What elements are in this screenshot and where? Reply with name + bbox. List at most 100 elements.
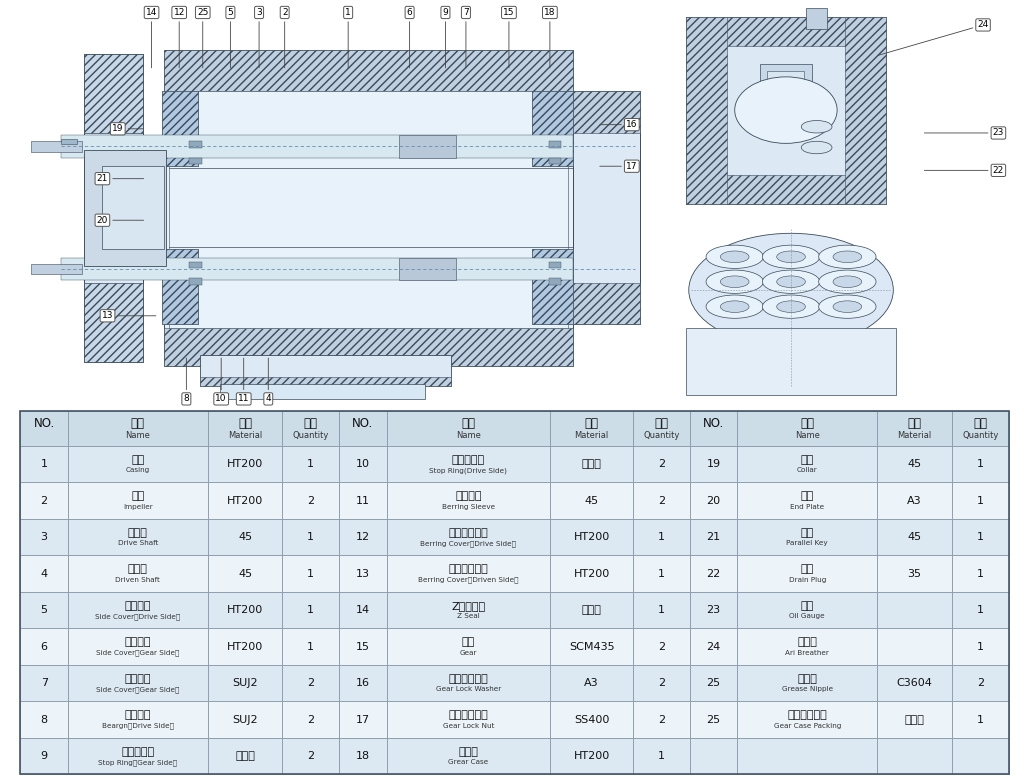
Bar (633, 592, 690, 629)
Text: 5: 5 (41, 605, 48, 615)
Text: 1: 1 (307, 568, 314, 579)
Bar (633, 412, 690, 446)
Bar (68, 665, 208, 702)
Text: 24: 24 (879, 20, 988, 56)
Bar (84, 54, 143, 361)
Text: 数量: 数量 (304, 417, 317, 430)
Circle shape (802, 121, 833, 133)
Bar (68, 738, 208, 775)
Text: 6: 6 (41, 641, 48, 652)
Text: 1: 1 (307, 605, 314, 615)
Bar (164, 328, 573, 365)
Text: 2: 2 (282, 8, 288, 68)
Bar (339, 519, 387, 555)
Bar (878, 665, 951, 702)
Text: Name: Name (795, 431, 819, 440)
Bar (760, 64, 812, 102)
Text: Material: Material (574, 431, 608, 440)
Text: HT200: HT200 (227, 605, 263, 615)
Bar (20, 446, 68, 482)
Bar (387, 519, 550, 555)
Text: Grease Nipple: Grease Nipple (781, 686, 833, 692)
Bar (20, 592, 68, 629)
Text: End Plate: End Plate (791, 504, 824, 510)
Text: 1: 1 (977, 641, 984, 652)
Text: Quantity: Quantity (962, 431, 998, 440)
Text: 排气体: 排气体 (798, 637, 817, 647)
Text: 名称: 名称 (131, 417, 144, 430)
Text: 20: 20 (96, 216, 143, 225)
Text: 6: 6 (407, 8, 413, 68)
Bar (20, 629, 68, 665)
Text: 丁晴胶: 丁晴胶 (582, 605, 601, 615)
Bar (162, 92, 198, 166)
Bar (550, 738, 633, 775)
Text: 24: 24 (707, 641, 721, 652)
Text: 齿轮箱密封垫: 齿轮箱密封垫 (787, 710, 827, 720)
Text: 从动轴: 从动轴 (128, 564, 147, 574)
Text: 10: 10 (356, 459, 370, 469)
Bar (737, 738, 878, 775)
Bar (20, 738, 68, 775)
Text: 9: 9 (442, 8, 449, 68)
Bar (20, 412, 68, 446)
Text: Gear Lock Washer: Gear Lock Washer (436, 686, 501, 692)
Text: 齿轮: 齿轮 (462, 637, 475, 647)
Text: 1: 1 (41, 459, 48, 469)
Bar (878, 629, 951, 665)
Circle shape (834, 301, 862, 313)
Bar (68, 412, 208, 446)
Bar (550, 592, 633, 629)
Bar (737, 629, 878, 665)
Bar (690, 738, 737, 775)
Bar (164, 50, 573, 365)
Bar (68, 555, 208, 592)
Bar (102, 166, 164, 249)
Circle shape (776, 276, 805, 288)
Bar (633, 446, 690, 482)
Text: Material: Material (897, 431, 932, 440)
Text: 驱端侧板: 驱端侧板 (125, 601, 151, 611)
Circle shape (819, 270, 877, 293)
Bar (686, 175, 886, 204)
Text: 齿端侧板: 齿端侧板 (125, 637, 151, 647)
Bar (399, 258, 456, 281)
Bar (61, 258, 573, 281)
Bar (550, 629, 633, 665)
Text: HT200: HT200 (227, 641, 263, 652)
Text: SUJ2: SUJ2 (232, 678, 258, 688)
Bar (164, 50, 573, 92)
Text: 主动轴承: 主动轴承 (125, 710, 151, 720)
Text: 丁晴胶: 丁晴胶 (582, 459, 601, 469)
Bar (737, 519, 878, 555)
Text: 21: 21 (707, 532, 721, 543)
Bar (951, 665, 1009, 702)
Text: 1: 1 (345, 8, 351, 68)
Text: Name: Name (456, 431, 481, 440)
Bar (208, 629, 283, 665)
Bar (162, 92, 198, 166)
Text: Beargn（Drive Side）: Beargn（Drive Side） (101, 723, 174, 729)
Bar (339, 446, 387, 482)
Text: 45: 45 (585, 495, 599, 506)
Text: 15: 15 (356, 641, 370, 652)
Bar (208, 702, 283, 738)
Text: 名称: 名称 (800, 417, 814, 430)
Bar (633, 482, 690, 519)
Bar (399, 135, 456, 158)
Bar (283, 702, 339, 738)
Text: 12: 12 (173, 8, 185, 68)
Text: 1: 1 (658, 568, 665, 579)
Bar (68, 446, 208, 482)
Text: HT200: HT200 (573, 568, 609, 579)
Bar (573, 282, 640, 324)
Bar (339, 665, 387, 702)
Circle shape (762, 270, 819, 293)
Text: 25: 25 (197, 8, 209, 68)
Text: 15: 15 (503, 8, 515, 68)
Bar (387, 446, 550, 482)
Text: 油标: 油标 (801, 601, 814, 611)
Text: 数量: 数量 (654, 417, 669, 430)
Bar (878, 519, 951, 555)
Bar (68, 702, 208, 738)
